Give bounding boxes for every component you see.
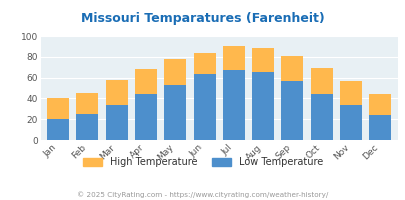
Bar (222, 46, 244, 70)
Bar (281, 81, 303, 140)
Bar (281, 56, 303, 81)
Bar (252, 72, 273, 140)
Bar (47, 119, 69, 140)
Bar (369, 115, 390, 140)
Bar (339, 81, 361, 105)
Bar (252, 48, 273, 72)
Bar (164, 59, 186, 85)
Bar (310, 68, 332, 94)
Bar (76, 93, 98, 114)
Bar (164, 85, 186, 140)
Text: Missouri Temparatures (Farenheit): Missouri Temparatures (Farenheit) (81, 12, 324, 25)
Bar (47, 98, 69, 119)
Legend: High Temperature, Low Temperature: High Temperature, Low Temperature (81, 155, 324, 169)
Bar (310, 94, 332, 140)
Bar (193, 74, 215, 140)
Text: © 2025 CityRating.com - https://www.cityrating.com/weather-history/: © 2025 CityRating.com - https://www.city… (77, 191, 328, 198)
Bar (76, 114, 98, 140)
Bar (135, 69, 157, 94)
Bar (105, 80, 128, 105)
Bar (135, 94, 157, 140)
Bar (193, 53, 215, 74)
Bar (339, 105, 361, 140)
Bar (369, 94, 390, 115)
Bar (222, 70, 244, 140)
Bar (105, 105, 128, 140)
